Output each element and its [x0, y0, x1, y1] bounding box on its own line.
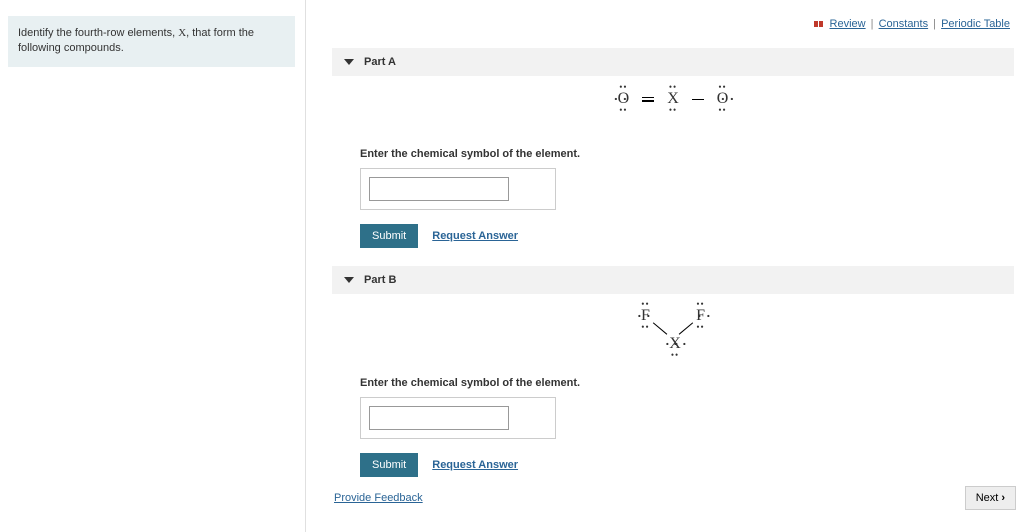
double-bond	[642, 95, 654, 103]
part-b-submit-button[interactable]: Submit	[360, 453, 418, 477]
atom-f-right: •• •• •• F	[696, 308, 705, 324]
part-a-lewis-structure: •• •• •• O •• •• X •• •• •• O	[332, 90, 1014, 130]
chevron-right-icon: ›	[1001, 492, 1005, 504]
collapse-icon	[344, 277, 354, 283]
part-b-answer-input[interactable]	[369, 406, 509, 430]
question-variable: X	[178, 27, 186, 39]
part-b-button-row: Submit Request Answer	[360, 453, 1014, 477]
part-a-body: Enter the chemical symbol of the element…	[332, 148, 1014, 266]
part-a-input-frame	[360, 168, 556, 210]
part-b-input-frame	[360, 397, 556, 439]
collapse-icon	[344, 59, 354, 65]
provide-feedback-link[interactable]: Provide Feedback	[334, 492, 423, 504]
part-a-button-row: Submit Request Answer	[360, 224, 1014, 248]
single-bond	[692, 99, 704, 100]
part-a-header[interactable]: Part A	[332, 48, 1014, 76]
bond-left	[653, 322, 668, 334]
part-b-lewis-structure: •• •• •• F •• •• •• X •• •• •• F	[332, 308, 1014, 359]
part-a-title: Part A	[364, 56, 396, 68]
review-link[interactable]: Review	[830, 18, 866, 30]
constants-link[interactable]: Constants	[879, 18, 929, 30]
right-column: Review | Constants | Periodic Table Part…	[306, 0, 1024, 532]
bond-right	[679, 322, 694, 334]
left-column: Identify the fourth-row elements, X, tha…	[0, 0, 306, 532]
atom-o-left: •• •• •• O	[618, 91, 630, 107]
part-b-request-answer-link[interactable]: Request Answer	[432, 459, 518, 471]
atom-f-left: •• •• •• F	[641, 308, 650, 324]
part-a-request-answer-link[interactable]: Request Answer	[432, 230, 518, 242]
atom-o-right: •• •• •• O	[717, 91, 729, 107]
part-a-answer-input[interactable]	[369, 177, 509, 201]
part-a-submit-button[interactable]: Submit	[360, 224, 418, 248]
part-a-prompt: Enter the chemical symbol of the element…	[360, 148, 1014, 160]
top-links: Review | Constants | Periodic Table	[332, 18, 1014, 30]
part-b-body: Enter the chemical symbol of the element…	[332, 377, 1014, 495]
part-b-header[interactable]: Part B	[332, 266, 1014, 294]
separator: |	[933, 18, 936, 30]
next-button[interactable]: Next ›	[965, 486, 1016, 510]
part-b-title: Part B	[364, 274, 396, 286]
question-pre: Identify the fourth-row elements,	[18, 27, 178, 39]
atom-x-center: •• •• •• X	[669, 336, 681, 352]
review-icon	[814, 18, 824, 30]
part-b-prompt: Enter the chemical symbol of the element…	[360, 377, 1014, 389]
question-text: Identify the fourth-row elements, X, tha…	[8, 16, 295, 67]
separator: |	[871, 18, 874, 30]
atom-x-center: •• •• X	[667, 91, 679, 107]
periodic-table-link[interactable]: Periodic Table	[941, 18, 1010, 30]
next-label: Next	[976, 492, 999, 504]
